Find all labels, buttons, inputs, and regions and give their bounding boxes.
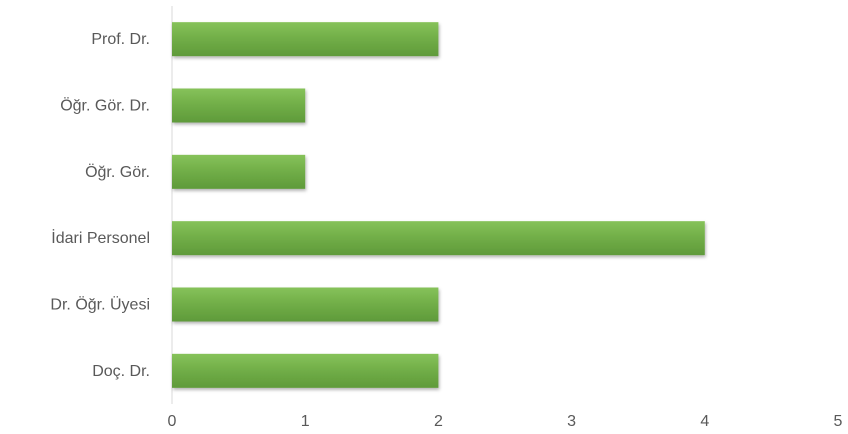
category-label-1: Öğr. Gör. Dr.: [60, 97, 150, 115]
x-tick-label-3: 3: [567, 413, 576, 430]
category-label-5: Doç. Dr.: [92, 363, 150, 380]
x-tick-label-4: 4: [700, 413, 709, 430]
bar-1: [172, 88, 306, 123]
x-tick-labels: 0 1 2 3 4 5: [168, 413, 843, 430]
x-tick-label-1: 1: [301, 413, 310, 430]
category-label-2: Öğr. Gör.: [85, 163, 150, 181]
bar-0: [172, 22, 439, 57]
x-tick-label-2: 2: [434, 413, 443, 430]
category-label-4: Dr. Öğr. Üyesi: [50, 296, 150, 314]
bar-3: [172, 221, 705, 256]
x-tick-label-5: 5: [834, 413, 843, 430]
bar-2: [172, 154, 306, 189]
x-tick-label-0: 0: [168, 413, 177, 430]
bars-group: [172, 22, 705, 388]
category-label-3: İdari Personel: [51, 228, 150, 247]
category-labels: Prof. Dr. Öğr. Gör. Dr. Öğr. Gör. İdari Per…: [50, 31, 150, 380]
category-label-0: Prof. Dr.: [91, 31, 150, 48]
bar-4: [172, 287, 439, 322]
bar-5: [172, 353, 439, 388]
